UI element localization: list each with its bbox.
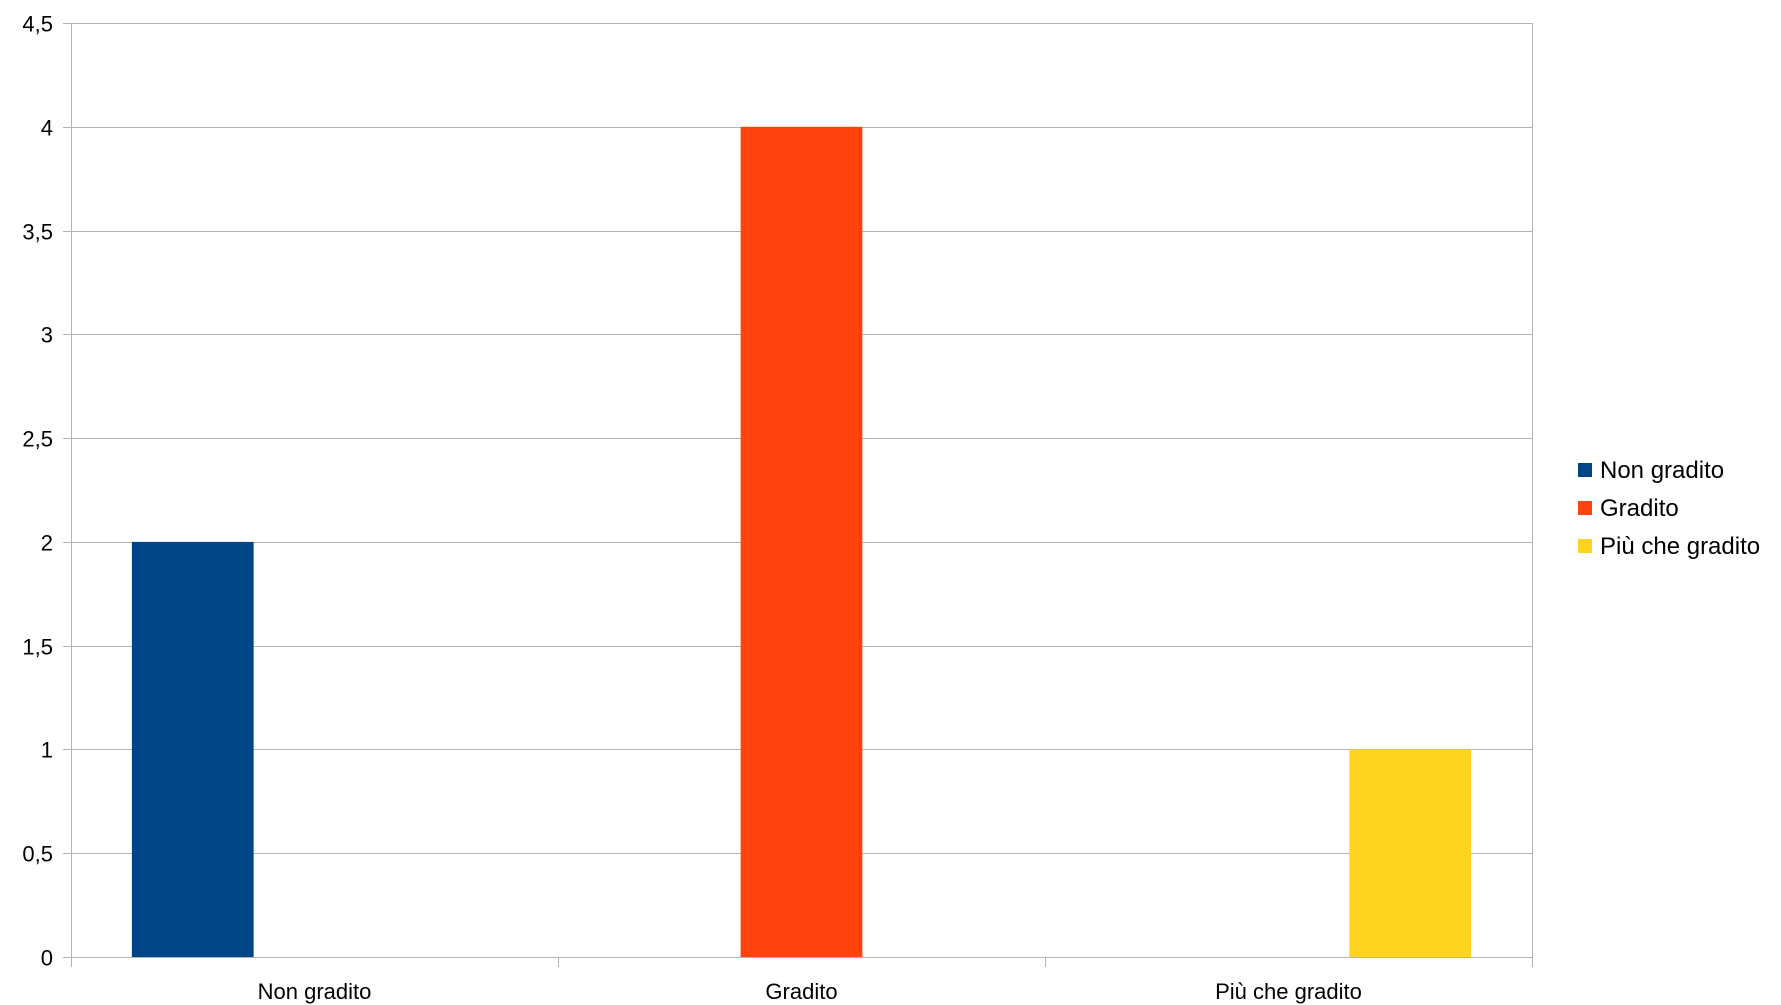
y-tick-label: 4 bbox=[41, 116, 53, 141]
legend-swatch bbox=[1578, 539, 1592, 553]
y-tick-label: 3,5 bbox=[22, 220, 53, 245]
x-tick-label: Non gradito bbox=[258, 979, 372, 1004]
bars bbox=[131, 126, 1472, 958]
x-tick-labels: Non gradito Gradito Più che gradito bbox=[258, 979, 1362, 1004]
bar-non-gradito bbox=[131, 541, 254, 957]
legend-label: Gradito bbox=[1600, 495, 1679, 522]
y-tick-label: 0 bbox=[41, 946, 53, 971]
y-tick-label: 2,5 bbox=[22, 427, 53, 452]
y-tick-label: 2 bbox=[41, 531, 53, 556]
legend-label: Più che gradito bbox=[1600, 533, 1760, 560]
y-tick-label: 1 bbox=[41, 738, 53, 763]
legend-swatch bbox=[1578, 501, 1592, 515]
y-tick-label: 4,5 bbox=[22, 12, 53, 37]
y-tick-labels: 0 0,5 1 1,5 2 2,5 3 3,5 4 4,5 bbox=[22, 12, 53, 971]
legend: Non gradito Gradito Più che gradito bbox=[1578, 457, 1760, 560]
legend-swatch bbox=[1578, 463, 1592, 477]
x-tick-label: Più che gradito bbox=[1215, 979, 1362, 1004]
bar-pi-che-gradito bbox=[1349, 749, 1472, 957]
y-tick-label: 0,5 bbox=[22, 842, 53, 867]
y-tick-label: 1,5 bbox=[22, 635, 53, 660]
legend-label: Non gradito bbox=[1600, 457, 1724, 484]
y-tick-label: 3 bbox=[41, 323, 53, 348]
axes bbox=[63, 23, 1533, 967]
x-tick-label: Gradito bbox=[765, 979, 837, 1004]
bar-gradito bbox=[740, 126, 863, 958]
